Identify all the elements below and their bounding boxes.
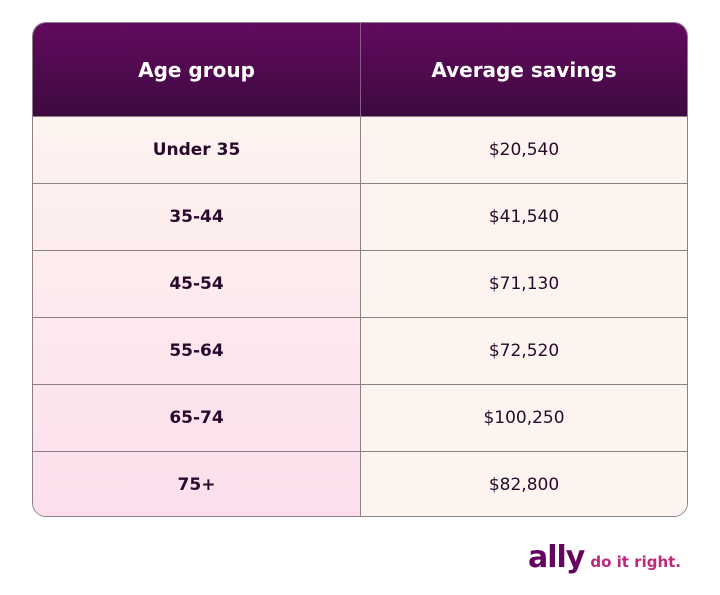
savings-cell: $72,520	[361, 318, 687, 384]
tagline: do it right.	[590, 553, 681, 571]
logo: ally do it right.	[528, 540, 681, 575]
header-cell: Average savings	[431, 57, 617, 82]
header-cell: Age group	[33, 23, 361, 116]
brand: ally	[528, 540, 585, 575]
savings-table: Age group Average savings Under 35 $20,540 3…	[32, 22, 688, 517]
table-row: Under 35 $20,540	[33, 116, 687, 183]
header-row: Age group Average savings	[33, 23, 687, 116]
savings-cell: $82,800	[361, 452, 687, 516]
age-cell: Under 35	[33, 117, 361, 183]
age-cell: 65-74	[33, 385, 361, 451]
age-cell: 55-64	[33, 318, 361, 384]
savings-cell: $41,540	[361, 184, 687, 250]
table-row: 65-74 $100,250	[33, 384, 687, 451]
savings-cell: $20,540	[361, 117, 687, 183]
table-row: 35-44 $41,540	[33, 183, 687, 250]
table-row: 55-64 $72,520	[33, 317, 687, 384]
age-cell: 45-54	[33, 251, 361, 317]
table-row: 45-54 $71,130	[33, 250, 687, 317]
age-cell: 35-44	[33, 184, 361, 250]
table-row: 75+ $82,800	[33, 451, 687, 516]
savings-cell: $71,130	[361, 251, 687, 317]
age-cell: 75+	[33, 452, 361, 516]
savings-cell: $100,250	[361, 385, 687, 451]
